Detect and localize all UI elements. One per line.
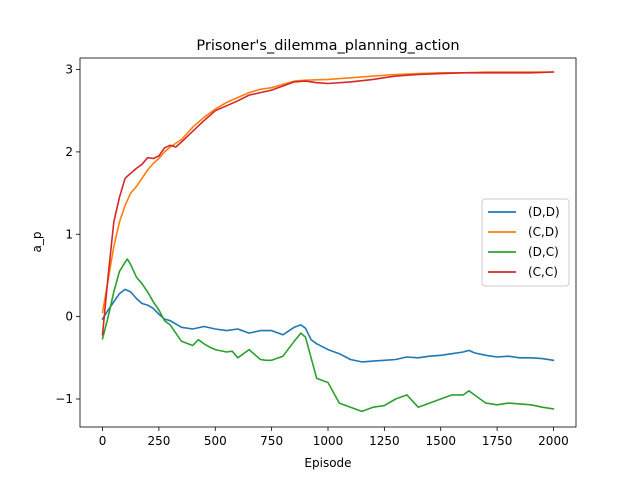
x-axis: 0 250 500 750 1000 1250 1500 1750 2000 — [99, 427, 569, 448]
series-line-c-d — [101, 71, 555, 314]
chart-title: Prisoner's_dilemma_planning_action — [196, 38, 459, 54]
legend-label-d-d: (D,D) — [528, 205, 560, 219]
y-tick-label: 2 — [65, 145, 73, 159]
y-axis: −1 0 1 2 3 — [55, 63, 80, 406]
legend: (D,D) (C,D) (D,C) (C,C) — [481, 198, 570, 287]
x-tick-label: 1250 — [369, 434, 400, 448]
series-line-d-c — [101, 258, 555, 413]
x-tick-label: 250 — [147, 434, 170, 448]
y-tick-label: 0 — [65, 310, 73, 324]
y-tick-label: 3 — [65, 63, 73, 77]
legend-box — [481, 198, 570, 287]
legend-label-c-c: (C,C) — [528, 265, 558, 279]
y-axis-title: a_p — [30, 232, 44, 253]
y-tick-label: −1 — [55, 392, 73, 406]
x-tick-label: 1500 — [425, 434, 456, 448]
x-tick-label: 500 — [204, 434, 227, 448]
x-axis-title: Episode — [304, 456, 351, 470]
series-lines — [101, 71, 555, 413]
y-tick-label: 1 — [65, 227, 73, 241]
x-tick-label: 0 — [99, 434, 107, 448]
x-tick-label: 2000 — [538, 434, 569, 448]
x-tick-label: 750 — [260, 434, 283, 448]
series-line-c-c — [101, 71, 555, 336]
legend-label-c-d: (C,D) — [528, 225, 559, 239]
x-tick-label: 1000 — [313, 434, 344, 448]
legend-label-d-c: (D,C) — [528, 245, 559, 259]
x-tick-label: 1750 — [482, 434, 513, 448]
series-line-d-d — [101, 288, 555, 363]
